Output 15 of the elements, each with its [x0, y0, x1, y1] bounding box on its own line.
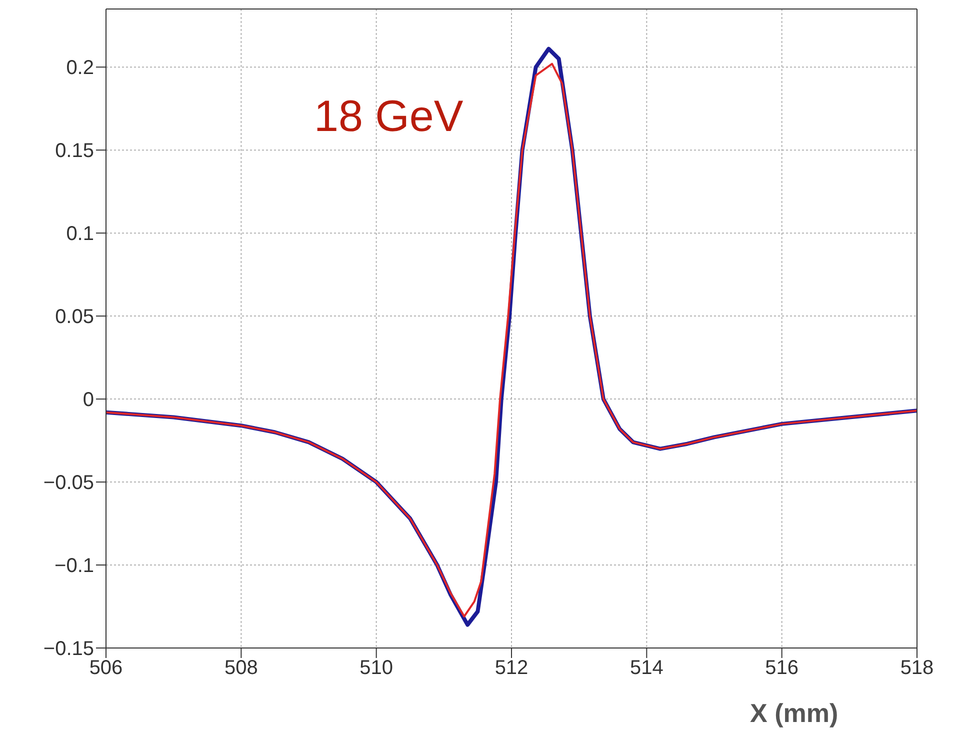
x-tick-label: 518	[900, 657, 934, 680]
x-tick-label: 508	[224, 657, 258, 680]
x-axis-title: X (mm)	[750, 698, 838, 729]
x-tick-label: 516	[765, 657, 799, 680]
y-tick-label: 0.2	[66, 57, 94, 80]
x-tick-label: 514	[630, 657, 664, 680]
y-tick-label: 0.1	[66, 223, 94, 246]
x-tick-label: 512	[494, 657, 528, 680]
y-tick-label: −0.1	[54, 555, 94, 578]
y-tick-label: 0.05	[55, 306, 94, 328]
y-tick-label: 0.15	[55, 140, 94, 162]
y-tick-label: 0	[82, 389, 94, 412]
annotation: 18 GeV	[314, 92, 464, 142]
y-tick-label: −0.05	[43, 472, 94, 494]
x-tick-label: 510	[360, 657, 394, 680]
